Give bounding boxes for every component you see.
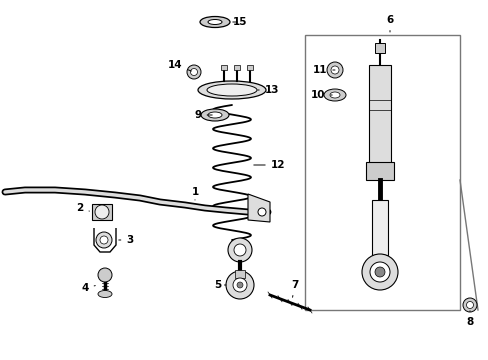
Circle shape [190, 68, 197, 76]
Circle shape [237, 282, 243, 288]
Circle shape [234, 244, 245, 256]
Polygon shape [247, 194, 269, 222]
Text: 12: 12 [253, 160, 285, 170]
Circle shape [369, 262, 389, 282]
Text: 7: 7 [291, 280, 298, 297]
Circle shape [225, 271, 253, 299]
Circle shape [326, 62, 342, 78]
Text: 6: 6 [386, 15, 393, 32]
Ellipse shape [329, 92, 339, 98]
Bar [221, 65, 226, 70]
Circle shape [361, 254, 397, 290]
Bar [234, 65, 240, 70]
Text: 5: 5 [214, 280, 225, 290]
Text: 4: 4 [81, 283, 95, 293]
Circle shape [330, 66, 338, 74]
Ellipse shape [198, 81, 265, 99]
Ellipse shape [201, 109, 228, 121]
Circle shape [100, 236, 108, 244]
Circle shape [232, 278, 246, 292]
Circle shape [95, 205, 109, 219]
Ellipse shape [324, 89, 346, 101]
Text: 10: 10 [310, 90, 331, 100]
Bar [246, 65, 252, 70]
Bar [368, 65, 390, 165]
Circle shape [96, 232, 112, 248]
Text: 13: 13 [257, 85, 279, 95]
Text: 3: 3 [119, 235, 133, 245]
Bar [371, 200, 387, 255]
Text: 11: 11 [312, 65, 334, 75]
Bar [374, 43, 384, 53]
Ellipse shape [207, 19, 222, 24]
Bar [365, 162, 393, 180]
Circle shape [227, 238, 251, 262]
Circle shape [462, 298, 476, 312]
Circle shape [98, 268, 112, 282]
Text: 2: 2 [76, 203, 89, 213]
Text: 15: 15 [232, 17, 247, 27]
Circle shape [374, 267, 384, 277]
Circle shape [258, 208, 265, 216]
Text: 1: 1 [191, 187, 198, 200]
Ellipse shape [200, 17, 229, 27]
Circle shape [186, 65, 201, 79]
Circle shape [466, 302, 472, 309]
Bar [235, 270, 244, 278]
Ellipse shape [206, 84, 257, 96]
Text: 14: 14 [167, 60, 191, 71]
Bar [305, 35, 459, 310]
Bar [92, 204, 112, 220]
Text: 8: 8 [466, 311, 473, 327]
Text: 9: 9 [194, 110, 212, 120]
Ellipse shape [207, 112, 222, 118]
Ellipse shape [98, 291, 112, 297]
